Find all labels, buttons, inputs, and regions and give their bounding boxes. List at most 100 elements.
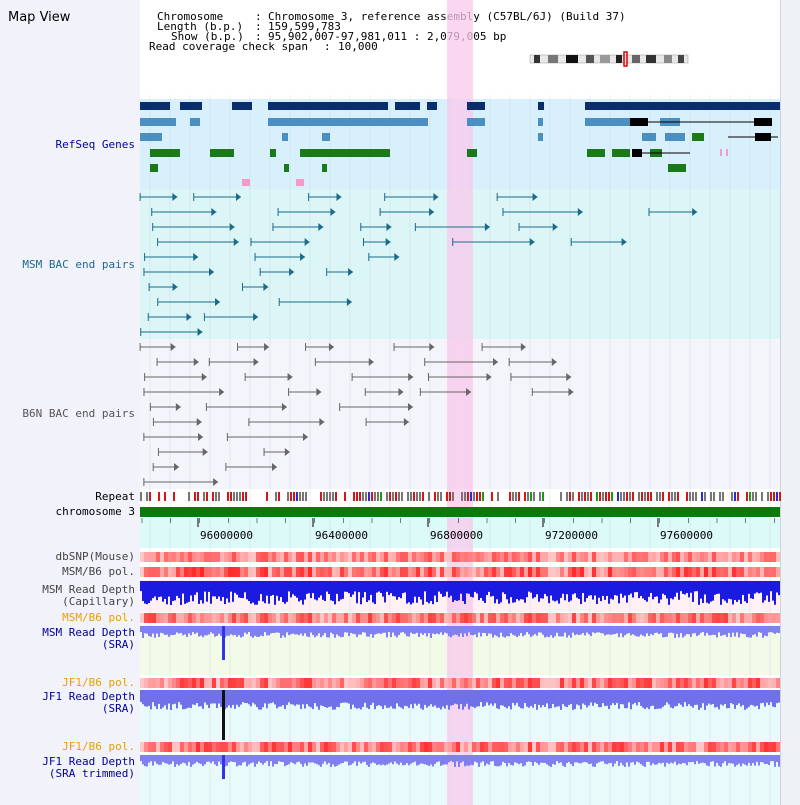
b6n-bac-pair bbox=[351, 373, 414, 381]
msm-capillary-depth bbox=[616, 581, 618, 596]
msm-capillary-depth bbox=[240, 581, 242, 598]
msm-b6-pol-cell bbox=[572, 613, 576, 623]
track-label-jf1-b6-pol-2[interactable]: JF1/B6 pol. bbox=[62, 740, 135, 753]
track-label-msm-read-capillary[interactable]: MSM Read Depth bbox=[42, 583, 135, 596]
msm-b6-pol-cell bbox=[640, 567, 644, 577]
jf1-sra-depth bbox=[188, 690, 190, 708]
track-label-jf1-read-sra[interactable]: JF1 Read Depth bbox=[42, 690, 135, 703]
jf1-trim-depth bbox=[656, 755, 658, 765]
jf1-trim-depth bbox=[412, 755, 414, 763]
jf1-b6-pol-cell bbox=[304, 678, 308, 688]
msm-b6-pol-cell bbox=[608, 613, 612, 623]
msm-sra-depth bbox=[632, 626, 634, 635]
dbsnp-cell bbox=[696, 552, 700, 562]
repeat-element bbox=[296, 492, 298, 501]
jf1-trim-depth bbox=[676, 755, 678, 766]
msm-b6-pol-cell bbox=[160, 567, 164, 577]
jf1-sra-depth bbox=[514, 690, 516, 706]
jf1-sra-depth bbox=[214, 690, 216, 704]
jf1-sra-depth bbox=[398, 690, 400, 707]
msm-b6-pol-cell bbox=[532, 567, 536, 577]
msm-sra-depth bbox=[528, 626, 530, 635]
msm-capillary-depth bbox=[668, 581, 670, 605]
jf1-b6-pol-cell bbox=[684, 678, 688, 688]
msm-b6-pol-cell bbox=[192, 613, 196, 623]
msm-sra-depth bbox=[400, 626, 402, 633]
jf1-b6-pol-cell bbox=[632, 678, 636, 688]
track-label-jf1-read-trimmed[interactable]: JF1 Read Depth bbox=[42, 755, 135, 768]
repeat-element bbox=[362, 492, 364, 501]
msm-b6-pol-cell bbox=[484, 567, 488, 577]
track-label-jf1-b6-pol-1[interactable]: JF1/B6 pol. bbox=[62, 676, 135, 689]
track-label-msm-read-sra[interactable]: MSM Read Depth bbox=[42, 626, 135, 639]
axis-tick-label: 97200000 bbox=[545, 529, 598, 542]
jf1-sra-depth bbox=[296, 690, 298, 705]
jf1-b6-pol-cell bbox=[560, 678, 564, 688]
msm-sra-depth bbox=[668, 626, 670, 633]
jf1-b6-pol-cell bbox=[764, 742, 768, 752]
jf1-b6-pol-cell bbox=[720, 678, 724, 688]
dbsnp-cell bbox=[552, 552, 556, 562]
track-label-msm-b6-pol-2[interactable]: MSM/B6 pol. bbox=[62, 611, 135, 624]
jf1-trim-depth bbox=[482, 755, 484, 762]
msm-b6-pol-cell bbox=[668, 567, 672, 577]
jf1-b6-pol-cell bbox=[440, 742, 444, 752]
track-label-msm-bac[interactable]: MSM BAC end pairs bbox=[22, 258, 135, 271]
msm-capillary-depth bbox=[148, 581, 150, 603]
msm-sra-depth bbox=[430, 626, 432, 638]
jf1-sra-depth bbox=[144, 690, 146, 707]
jf1-sra-depth bbox=[488, 690, 490, 706]
msm-b6-pol-cell bbox=[744, 567, 748, 577]
jf1-b6-pol-cell bbox=[552, 742, 556, 752]
msm-sra-depth bbox=[730, 626, 732, 638]
jf1-trim-depth bbox=[288, 755, 290, 765]
msm-b6-pol-cell bbox=[160, 613, 164, 623]
chromosome-ideogram[interactable] bbox=[528, 51, 690, 67]
track-label-refseq[interactable]: RefSeq Genes bbox=[55, 138, 135, 151]
jf1-sra-depth bbox=[166, 690, 168, 710]
msm-capillary-depth bbox=[166, 581, 168, 605]
track-label-dbsnp[interactable]: dbSNP(Mouse) bbox=[55, 550, 135, 563]
jf1-sra-depth bbox=[602, 690, 604, 704]
msm-sra-depth bbox=[566, 626, 568, 638]
msm-sra-depth bbox=[170, 626, 172, 635]
msm-sra-depth bbox=[530, 626, 532, 637]
msm-capillary-depth bbox=[428, 581, 430, 604]
track-label-msm-b6-pol-1[interactable]: MSM/B6 pol. bbox=[62, 565, 135, 578]
msm-sra-depth bbox=[432, 626, 434, 634]
jf1-b6-pol-cell bbox=[668, 742, 672, 752]
jf1-b6-pol-cell bbox=[320, 742, 324, 752]
msm-b6-pol-cell bbox=[388, 567, 392, 577]
msm-capillary-depth bbox=[734, 581, 736, 600]
jf1-sra-depth bbox=[590, 690, 592, 703]
msm-sra-depth bbox=[390, 626, 392, 638]
msm-capillary-depth bbox=[442, 581, 444, 597]
track-label-repeat[interactable]: Repeat bbox=[95, 490, 135, 503]
repeat-element bbox=[461, 492, 463, 501]
track-label-b6n-bac[interactable]: B6N BAC end pairs bbox=[22, 407, 135, 420]
jf1-sra-depth bbox=[200, 690, 202, 707]
jf1-sra-depth bbox=[202, 690, 204, 709]
jf1-b6-pol-cell bbox=[572, 742, 576, 752]
jf1-trim-depth bbox=[328, 755, 330, 763]
msm-capillary-depth bbox=[614, 581, 616, 596]
msm-sra-depth bbox=[662, 626, 664, 638]
track-label-chromosome[interactable]: chromosome 3 bbox=[55, 505, 135, 518]
repeat-element bbox=[632, 492, 634, 501]
repeat-element bbox=[713, 492, 715, 501]
msm-b6-pol-cell bbox=[756, 613, 760, 623]
msm-sra-depth bbox=[246, 626, 248, 635]
jf1-trim-depth bbox=[444, 755, 446, 765]
msm-capillary-depth bbox=[772, 581, 774, 601]
jf1-trim-depth bbox=[408, 755, 410, 766]
msm-b6-pol-cell bbox=[316, 613, 320, 623]
jf1-sra-depth bbox=[254, 690, 256, 705]
jf1-b6-pol-cell bbox=[728, 678, 732, 688]
jf1-trim-depth bbox=[566, 755, 568, 764]
gene-feature bbox=[322, 133, 330, 141]
jf1-trim-depth bbox=[290, 755, 292, 763]
msm-capillary-depth bbox=[494, 581, 496, 604]
msm-capillary-depth bbox=[652, 581, 654, 600]
msm-sra-depth bbox=[406, 626, 408, 637]
